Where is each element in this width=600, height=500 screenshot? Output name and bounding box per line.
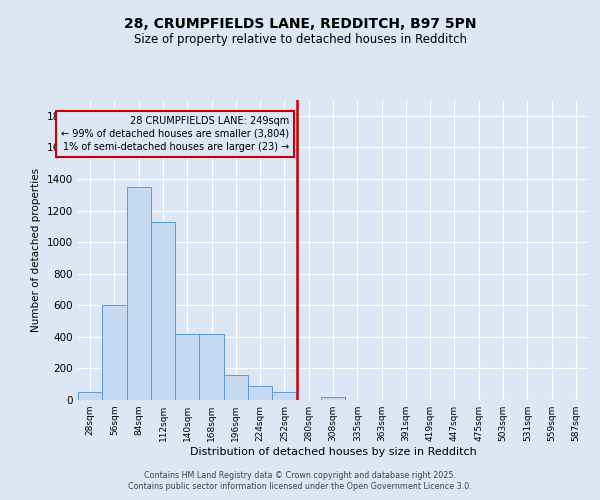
Text: Contains public sector information licensed under the Open Government Licence 3.: Contains public sector information licen…	[128, 482, 472, 491]
Text: Contains HM Land Registry data © Crown copyright and database right 2025.: Contains HM Land Registry data © Crown c…	[144, 471, 456, 480]
Bar	[199, 334, 224, 400]
Bar	[224, 374, 248, 400]
Bar	[151, 222, 175, 400]
X-axis label: Distribution of detached houses by size in Redditch: Distribution of detached houses by size …	[190, 447, 476, 457]
Bar	[175, 334, 199, 400]
Text: 28, CRUMPFIELDS LANE, REDDITCH, B97 5PN: 28, CRUMPFIELDS LANE, REDDITCH, B97 5PN	[124, 18, 476, 32]
Bar	[248, 386, 272, 400]
Bar	[321, 397, 345, 400]
Y-axis label: Number of detached properties: Number of detached properties	[31, 168, 41, 332]
Bar	[102, 306, 127, 400]
Text: 28 CRUMPFIELDS LANE: 249sqm
← 99% of detached houses are smaller (3,804)
1% of s: 28 CRUMPFIELDS LANE: 249sqm ← 99% of det…	[61, 116, 289, 152]
Text: Size of property relative to detached houses in Redditch: Size of property relative to detached ho…	[133, 32, 467, 46]
Bar	[272, 392, 296, 400]
Bar	[78, 392, 102, 400]
Bar	[127, 187, 151, 400]
